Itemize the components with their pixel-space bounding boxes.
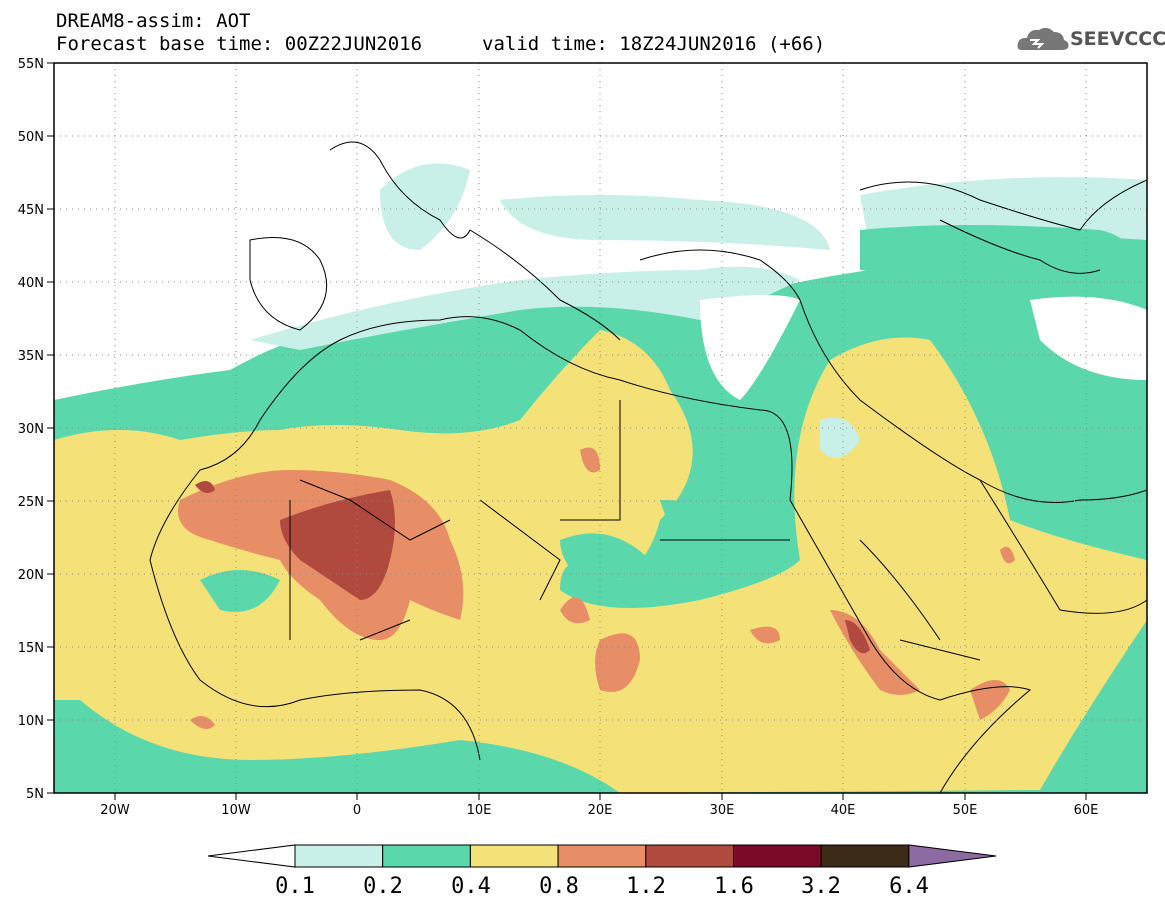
lat-tick-label: 35N (18, 349, 44, 364)
colorbar-swatch (733, 844, 822, 868)
colorbar-swatch (207, 844, 296, 868)
aot-field (54, 163, 1147, 793)
tick-marks (47, 62, 1087, 800)
colorbar (207, 844, 997, 868)
lon-tick-label: 60E (1074, 803, 1099, 818)
lat-tick-label: 15N (18, 641, 44, 656)
lat-tick-label: 25N (18, 495, 44, 510)
lat-tick-label: 30N (18, 422, 44, 437)
colorbar-swatch (820, 844, 910, 868)
map-title: DREAM8-assim: AOT (56, 10, 251, 32)
colorbar-swatch (645, 844, 734, 868)
colorbar-label: 3.2 (801, 874, 841, 899)
lon-tick-label: 0 (353, 803, 361, 818)
lat-tick-label: 45N (18, 203, 44, 218)
grid (54, 63, 1147, 793)
colorbar-swatch (908, 844, 997, 868)
colorbar-label: 1.6 (714, 874, 754, 899)
colorbar-swatch (294, 844, 384, 868)
lon-tick-label: 30E (710, 803, 735, 818)
colorbar-swatch (382, 844, 471, 868)
colorbar-swatch (469, 844, 559, 868)
forecast-base-time: Forecast base time: 00Z22JUN2016 (56, 33, 423, 55)
colorbar-label: 0.8 (539, 874, 579, 899)
lat-tick-label: 50N (18, 130, 44, 145)
colorbar-label: 1.2 (626, 874, 666, 899)
lat-tick-label: 5N (26, 787, 44, 802)
coastlines (149, 141, 1147, 793)
lon-tick-label: 50E (953, 803, 978, 818)
lon-tick-label: 40E (831, 803, 856, 818)
cloud-logo-icon (1017, 27, 1069, 50)
lat-tick-label: 20N (18, 568, 44, 583)
logo-text: SEEVCCC (1070, 28, 1165, 50)
lon-tick-label: 10E (467, 803, 492, 818)
colorbar-label: 0.4 (451, 874, 491, 899)
colorbar-label: 0.1 (275, 874, 315, 899)
lon-tick-label: 20E (588, 803, 613, 818)
lon-tick-label: 20W (100, 803, 130, 818)
colorbar-label: 6.4 (889, 874, 929, 899)
colorbar-label: 0.2 (363, 874, 403, 899)
lat-tick-label: 55N (18, 57, 44, 72)
lat-tick-label: 10N (18, 714, 44, 729)
lat-tick-label: 40N (18, 276, 44, 291)
lon-tick-label: 10W (221, 803, 251, 818)
colorbar-swatch (557, 844, 647, 868)
valid-time: valid time: 18Z24JUN2016 (+66) (482, 33, 826, 55)
